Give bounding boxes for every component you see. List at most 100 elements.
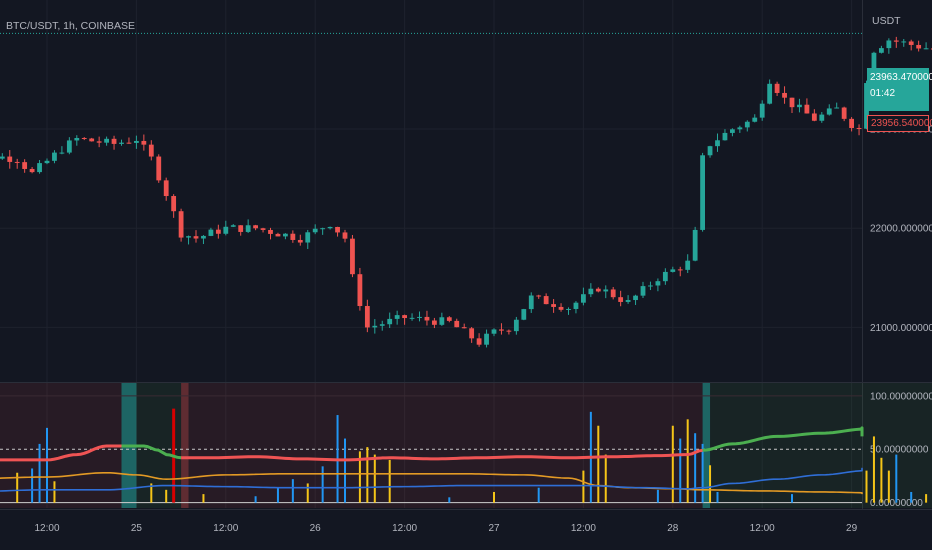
symbol-title: BTC/USDT, 1h, COINBASE [6,20,135,32]
oscillator-bar [872,436,875,503]
candle-body [782,92,787,98]
candle-body [0,156,5,159]
candle-body [789,97,795,108]
candle-body [811,113,817,121]
candle-body [864,83,869,129]
candle-body [297,239,303,243]
candle-body [566,308,571,310]
candle-body [52,152,57,161]
candle-body [499,329,504,331]
time-axis-tick: 12:00 [34,523,59,534]
time-axis-tick: 28 [667,523,679,534]
bar-countdown: 01:42 [870,88,896,99]
candles-group [0,36,932,348]
candle-body [625,300,631,302]
candle-body [193,236,199,239]
candle-body [826,108,832,115]
oscillator-axis-tick: 100.00000000 [870,391,932,402]
candle-body [588,288,594,295]
candle-body [618,297,624,302]
candle-body [409,317,415,319]
oscillator-bar [366,447,369,503]
candle-body [916,44,922,49]
candle-body [342,232,348,239]
candle-body [595,288,601,292]
candle-body [7,156,13,162]
candle-body [186,236,191,238]
candle-body [350,238,355,275]
candle-body [841,107,847,119]
oscillator-bar [358,451,361,503]
candle-body [208,229,214,236]
candle-body [283,233,288,237]
candle-body [215,229,221,234]
candle-body [558,306,564,310]
candle-body [759,103,765,118]
candle-body [171,196,177,212]
candle-body [417,316,422,318]
candle-body [104,138,109,143]
candle-body [730,129,735,133]
candle-body [908,41,914,45]
time-axis-tick: 27 [488,523,500,534]
candle-body [834,107,840,109]
candle-body [610,289,616,298]
oscillator-main-line [0,444,122,462]
candle-body [633,295,638,301]
candle-body [379,324,385,326]
candle-body [551,304,556,307]
price-axis-tick: 21000.00000000 [870,323,932,334]
candle-body [44,160,50,164]
candle-body [581,294,586,303]
oscillator-zone [181,383,189,508]
candle-body [238,225,244,232]
oscillator-main-line [121,444,182,460]
oscillator-bar [16,472,19,503]
oscillator-bar [254,496,257,503]
candle-body [461,327,467,329]
candle-body [670,269,676,272]
candle-body [893,40,899,42]
candle-body [752,117,758,122]
candle-body [119,142,124,144]
oscillator-axis-tick: 0.00000000 [870,498,923,509]
candle-body [469,328,475,339]
oscillator-zone [188,383,703,508]
candle-body [446,317,452,321]
candle-body [744,121,750,128]
oscillator-bar [686,419,689,503]
candle-body [59,152,65,154]
candle-body [648,285,653,287]
oscillator-bar [150,483,153,503]
candle-body [543,296,549,305]
candle-body [312,228,318,233]
oscillator-bar [344,438,346,503]
candle-body [163,180,169,197]
candle-body [260,228,266,230]
candle-body [327,226,333,229]
candle-body [804,104,810,114]
candle-body [66,140,72,153]
oscillator-bar [910,491,913,503]
candle-body [134,140,139,143]
candle-body [879,48,884,53]
oscillator-zone [702,383,711,508]
candle-body [573,302,579,309]
candle-body [268,229,273,234]
time-axis-tick: 12:00 [213,523,238,534]
candle-body [290,233,296,240]
candle-body [126,142,132,144]
candle-body [640,286,646,296]
candle-body [476,338,482,345]
oscillator-bar [791,494,793,503]
candle-body [335,226,340,233]
oscillator-bar [880,457,883,503]
candle-body [819,114,825,121]
candle-body [201,235,206,239]
oscillator-bar [887,470,890,503]
oscillator-bar [701,443,704,503]
oscillator-blue-line [0,467,863,492]
candle-body [223,226,229,234]
candle-body [402,315,407,319]
